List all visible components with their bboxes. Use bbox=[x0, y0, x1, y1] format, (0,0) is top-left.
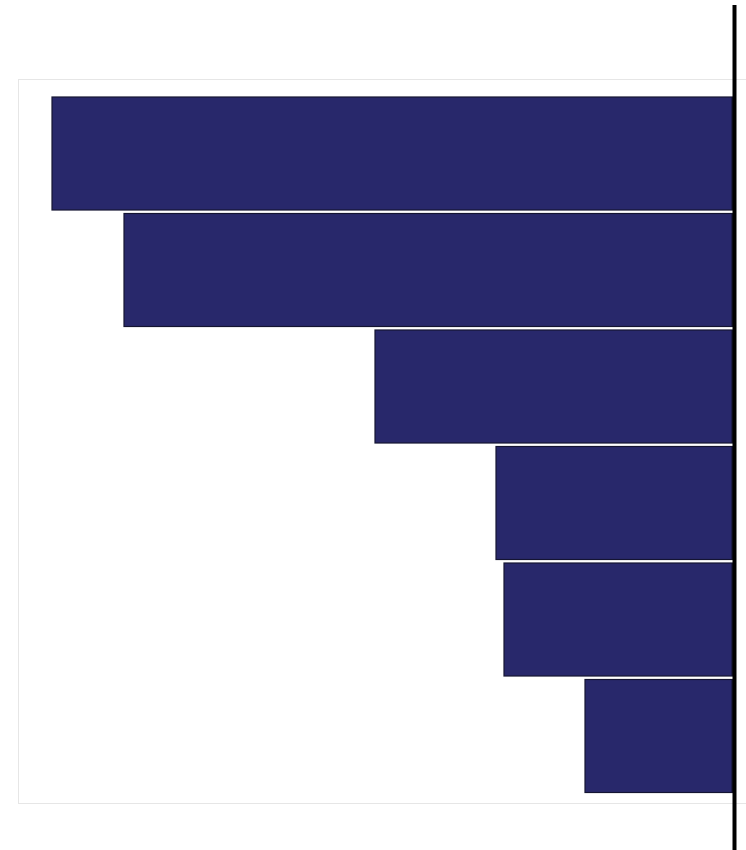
bar-5 bbox=[503, 562, 733, 677]
bar-1 bbox=[51, 96, 733, 211]
bar-3 bbox=[374, 329, 733, 444]
bar-6 bbox=[584, 678, 733, 794]
bar-2 bbox=[123, 212, 733, 328]
bars-group bbox=[51, 96, 733, 794]
plot-area-border bbox=[18, 79, 746, 804]
bar-4 bbox=[495, 445, 733, 561]
